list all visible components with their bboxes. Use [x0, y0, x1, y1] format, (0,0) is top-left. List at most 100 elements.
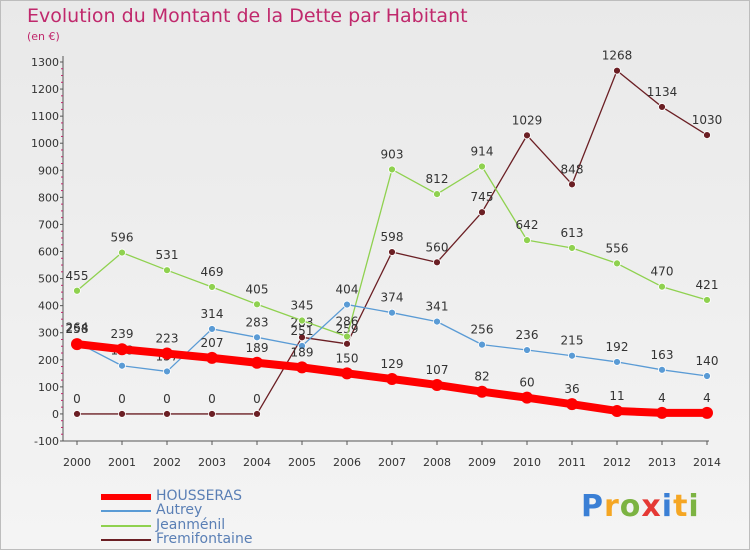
chart-subtitle: (en €)	[27, 30, 60, 43]
logo-letter: r	[604, 489, 620, 524]
y-tick-label: 1200	[31, 83, 59, 96]
legend-item-jeanmenil: Jeanménil	[101, 517, 321, 533]
data-point-housseras	[521, 391, 533, 404]
data-label-fremifontaine: 1029	[512, 113, 543, 127]
data-point-fremifontaine	[703, 131, 711, 139]
data-point-housseras	[206, 351, 218, 364]
data-label-fremifontaine: 848	[561, 162, 584, 176]
data-point-autrey	[478, 340, 486, 349]
x-tick-label: 2000	[63, 456, 91, 469]
x-tick-label: 2014	[693, 456, 721, 469]
data-point-autrey	[208, 325, 216, 333]
data-label-housseras: 11	[609, 389, 624, 403]
data-label-fremifontaine: 259	[336, 322, 359, 336]
data-point-housseras	[161, 347, 173, 360]
data-point-autrey	[343, 300, 351, 309]
data-label-housseras: 60	[519, 376, 534, 390]
data-point-fremifontaine	[568, 180, 576, 189]
legend-swatch-autrey	[101, 510, 151, 512]
y-tick-label: 700	[38, 218, 59, 231]
data-point-housseras	[701, 406, 713, 419]
x-tick-label: 2013	[648, 456, 676, 469]
y-tick-label: 0	[52, 408, 59, 421]
data-point-fremifontaine	[478, 208, 486, 217]
data-label-jeanmnil: 531	[156, 248, 179, 262]
data-label-housseras: 107	[426, 363, 449, 377]
data-label-fremifontaine: 0	[118, 392, 126, 406]
x-tick-label: 2002	[153, 456, 181, 469]
data-label-autrey: 264	[66, 320, 89, 334]
data-label-autrey: 283	[246, 315, 269, 329]
data-point-fremifontaine	[163, 410, 171, 418]
data-label-fremifontaine: 1134	[647, 85, 678, 99]
data-point-housseras	[71, 338, 83, 351]
y-tick-label: 1000	[31, 137, 59, 150]
data-point-housseras	[386, 373, 398, 386]
x-tick-label: 2007	[378, 456, 406, 469]
data-point-fremifontaine	[298, 333, 306, 342]
data-label-autrey: 341	[426, 300, 449, 314]
data-point-autrey	[613, 358, 621, 366]
data-label-autrey: 140	[696, 354, 719, 368]
legend-label-autrey: Autrey	[156, 502, 203, 518]
legend-swatch-jeanmenil	[101, 525, 151, 527]
y-tick-label: 500	[38, 273, 59, 286]
data-point-autrey	[118, 361, 126, 370]
legend-item-fremifontaine: Fremifontaine	[101, 531, 321, 547]
data-point-autrey	[433, 317, 441, 326]
data-point-fremifontaine	[433, 258, 441, 267]
y-tick-label: -100	[34, 435, 59, 448]
data-point-housseras	[251, 356, 263, 369]
x-tick-label: 2003	[198, 456, 226, 469]
y-tick-label: 200	[38, 354, 59, 367]
data-point-jeanmnil	[343, 332, 351, 341]
data-label-fremifontaine: 1030	[692, 113, 723, 127]
data-point-autrey	[568, 351, 576, 360]
data-point-housseras	[431, 378, 443, 391]
y-tick-label: 1300	[31, 56, 59, 69]
data-label-housseras: 36	[564, 382, 579, 396]
data-label-jeanmnil: 596	[111, 231, 134, 245]
x-tick-label: 2009	[468, 456, 496, 469]
data-label-jeanmnil: 345	[291, 299, 314, 313]
legend-label-fremifontaine: Fremifontaine	[156, 531, 253, 547]
data-label-autrey: 256	[471, 323, 494, 337]
data-point-fremifontaine	[73, 410, 81, 418]
data-label-autrey: 215	[561, 334, 584, 348]
legend-item-autrey: Autrey	[101, 502, 321, 518]
data-label-jeanmnil: 903	[381, 147, 404, 161]
data-label-autrey: 192	[606, 340, 629, 354]
data-point-jeanmnil	[658, 282, 666, 291]
data-point-jeanmnil	[523, 236, 531, 245]
y-tick-label: 100	[38, 381, 59, 394]
data-label-fremifontaine: 560	[426, 240, 449, 254]
logo-letter: i	[661, 489, 674, 524]
data-point-housseras	[611, 404, 623, 417]
data-label-jeanmnil: 286	[336, 315, 359, 329]
data-label-jeanmnil: 613	[561, 226, 584, 240]
x-tick-label: 2005	[288, 456, 316, 469]
data-point-housseras	[341, 367, 353, 380]
data-point-jeanmnil	[253, 300, 261, 309]
data-label-jeanmnil: 556	[606, 241, 629, 255]
y-tick-label: 900	[38, 164, 59, 177]
y-tick-label: 600	[38, 246, 59, 259]
x-tick-label: 2010	[513, 456, 541, 469]
data-point-jeanmnil	[388, 165, 396, 174]
legend-item-housseras: HOUSSERAS	[101, 488, 321, 504]
data-label-housseras: 207	[201, 336, 224, 350]
data-label-housseras: 223	[156, 332, 179, 346]
data-point-fremifontaine	[253, 410, 261, 418]
data-label-autrey: 314	[201, 307, 224, 321]
data-point-autrey	[523, 346, 531, 354]
data-label-fremifontaine: 0	[253, 392, 261, 406]
data-point-jeanmnil	[433, 190, 441, 199]
data-point-jeanmnil	[118, 248, 126, 257]
data-label-fremifontaine: 598	[381, 230, 404, 244]
data-label-autrey: 236	[516, 328, 539, 342]
data-point-autrey	[253, 333, 261, 342]
x-tick-label: 2004	[243, 456, 271, 469]
y-tick-label: 800	[38, 191, 59, 204]
data-point-fremifontaine	[613, 66, 621, 75]
